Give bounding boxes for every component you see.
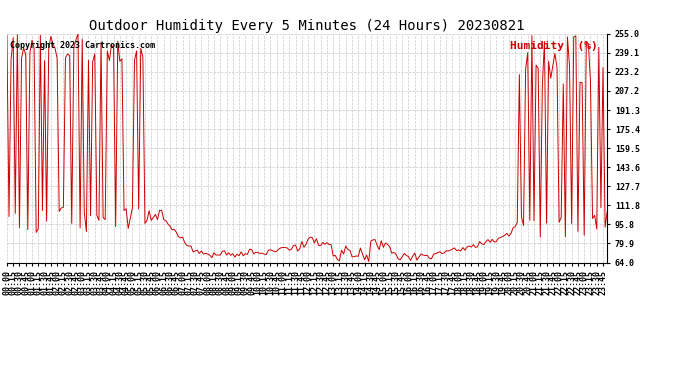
Text: Copyright 2023 Cartronics.com: Copyright 2023 Cartronics.com (10, 40, 155, 50)
Text: Humidity  (%): Humidity (%) (511, 40, 598, 51)
Title: Outdoor Humidity Every 5 Minutes (24 Hours) 20230821: Outdoor Humidity Every 5 Minutes (24 Hou… (89, 19, 525, 33)
